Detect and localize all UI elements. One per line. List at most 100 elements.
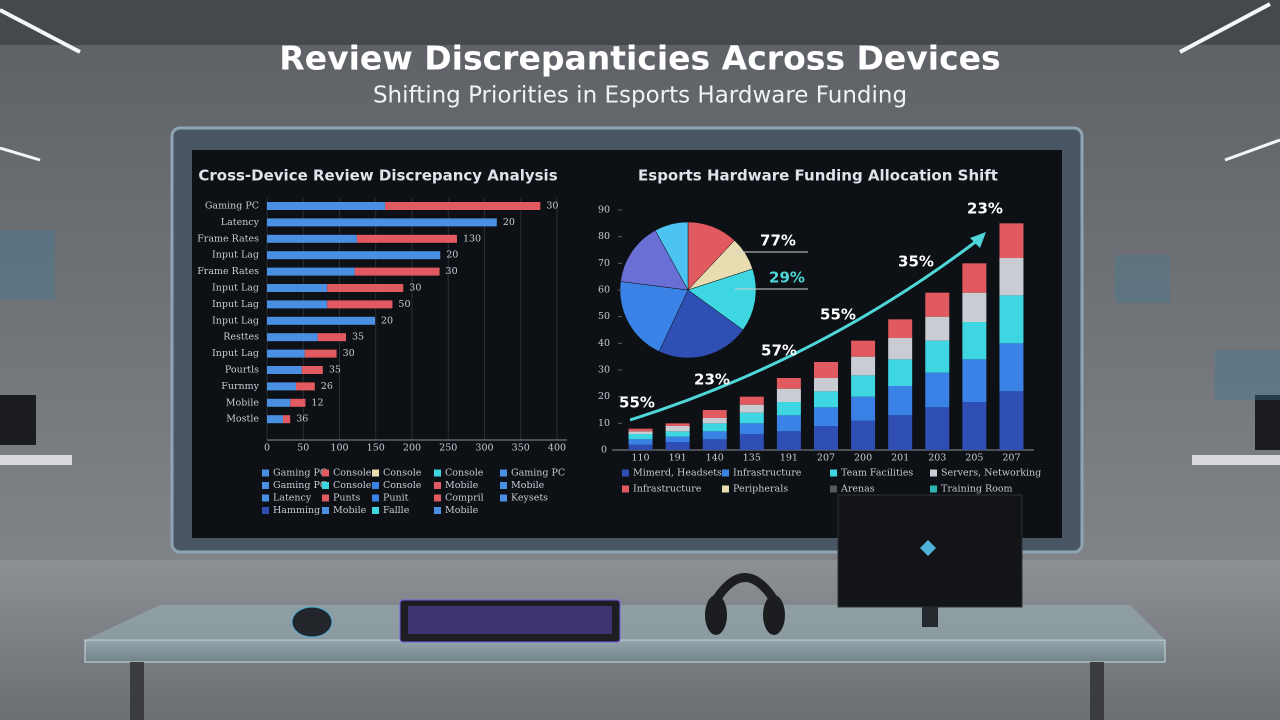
y-tick-label: Latency xyxy=(221,217,260,228)
legend-swatch xyxy=(262,507,269,514)
bar-end-label: 30 xyxy=(409,283,421,294)
y-tick-label: Input Lag xyxy=(212,283,259,294)
y-tick-label: Frame Rates xyxy=(197,266,259,277)
bar-segment xyxy=(267,382,296,391)
bar-end-label: 130 xyxy=(463,233,481,244)
side-desk xyxy=(0,455,72,465)
legend-label: Gaming PC xyxy=(273,480,327,491)
legend-label: Infrastructure xyxy=(733,468,802,479)
bar-segment xyxy=(267,284,328,292)
bar-segment xyxy=(962,322,987,360)
legend-swatch xyxy=(322,494,329,502)
y-tick-label: Pourtls xyxy=(225,365,259,376)
bar-segment xyxy=(999,295,1024,344)
legend-label: Console xyxy=(333,480,372,491)
y-tick-label: 20 xyxy=(598,391,610,402)
legend-swatch xyxy=(262,469,269,477)
y-tick-label: 70 xyxy=(598,258,610,269)
bar-segment xyxy=(665,423,690,426)
bar-segment xyxy=(739,396,764,405)
x-tick-label: 205 xyxy=(965,453,983,464)
bar-end-label: 30 xyxy=(546,201,558,212)
bar-end-label: 35 xyxy=(352,332,364,343)
mouse xyxy=(291,606,333,638)
y-tick-label: Mostle xyxy=(226,414,259,425)
x-tick-label: 207 xyxy=(817,453,835,464)
bar-end-label: 50 xyxy=(398,299,410,310)
y-tick-label: Gaming PC xyxy=(205,201,259,212)
bar-segment xyxy=(925,340,950,373)
side-monitor xyxy=(1255,395,1280,450)
legend-swatch xyxy=(930,469,937,477)
legend-label: Mobile xyxy=(333,505,367,516)
x-tick-label: 110 xyxy=(631,453,649,464)
bar-segment xyxy=(628,444,653,450)
y-tick-label: 10 xyxy=(598,418,610,429)
bar-segment xyxy=(267,218,497,227)
x-tick-label: 250 xyxy=(439,443,457,454)
bar-segment xyxy=(888,319,913,338)
legend-swatch xyxy=(434,482,441,489)
bar-segment xyxy=(962,402,987,450)
bar-segment xyxy=(776,431,801,450)
bar-segment xyxy=(888,359,913,386)
holo-panel xyxy=(1215,350,1280,400)
pie-slice xyxy=(619,281,689,352)
bar-end-label: 20 xyxy=(381,315,393,326)
y-tick-label: Input Lag xyxy=(212,348,259,359)
bar-end-label: 12 xyxy=(311,397,323,408)
bar-segment xyxy=(776,388,801,402)
x-tick-label: 50 xyxy=(297,443,309,454)
legend-label: Punit xyxy=(383,493,409,504)
legend-swatch xyxy=(500,482,507,489)
legend-swatch xyxy=(830,469,837,477)
bar-segment xyxy=(628,431,653,434)
holo-panel xyxy=(1115,255,1170,303)
bar-end-label: 20 xyxy=(503,217,515,228)
bar-segment xyxy=(888,338,913,360)
legend-swatch xyxy=(372,507,379,514)
x-tick-label: 150 xyxy=(367,443,385,454)
bar-segment xyxy=(776,402,801,416)
legend-label: Console xyxy=(445,468,484,479)
x-tick-label: 191 xyxy=(780,453,798,464)
legend-label: Console xyxy=(383,468,422,479)
bar-segment xyxy=(267,398,291,407)
legend-label: Console xyxy=(383,480,422,491)
x-tick-label: 350 xyxy=(512,443,530,454)
side-monitor xyxy=(0,395,36,445)
bar-segment xyxy=(739,423,764,434)
legend-label: Gaming PC xyxy=(273,468,327,479)
legend-swatch xyxy=(500,469,507,477)
bar-segment xyxy=(999,391,1024,450)
x-tick-label: 0 xyxy=(264,443,270,454)
ceiling xyxy=(0,0,1280,45)
legend-swatch xyxy=(262,494,269,502)
y-tick-label: 60 xyxy=(598,285,610,296)
ceiling-light xyxy=(0,8,81,54)
bar-end-label: 30 xyxy=(343,348,355,359)
trend-arrow xyxy=(629,238,979,422)
y-tick-label: Resttes xyxy=(223,332,259,343)
bar-end-label: 36 xyxy=(296,414,308,425)
bar-segment xyxy=(851,375,876,397)
bar-segment xyxy=(739,412,764,424)
bar-segment xyxy=(267,300,328,309)
trend-annotation: 35% xyxy=(898,253,934,271)
legend-label: Gaming PC xyxy=(511,468,565,479)
bar-segment xyxy=(702,418,727,424)
x-tick-label: 203 xyxy=(928,453,946,464)
x-tick-label: 207 xyxy=(1002,453,1020,464)
pie-annotation: 29% xyxy=(769,269,805,287)
bar-segment xyxy=(665,442,690,450)
legend-swatch xyxy=(322,482,329,489)
x-tick-label: 200 xyxy=(403,443,421,454)
x-tick-label: 300 xyxy=(475,443,493,454)
bar-segment xyxy=(267,333,318,342)
bar-segment xyxy=(999,258,1024,296)
y-tick-label: Mobile xyxy=(226,397,260,408)
legend-label: Infrastructure xyxy=(633,484,702,495)
bar-end-label: 30 xyxy=(446,266,458,277)
bar-end-label: 26 xyxy=(321,381,333,392)
legend-swatch xyxy=(722,469,729,477)
